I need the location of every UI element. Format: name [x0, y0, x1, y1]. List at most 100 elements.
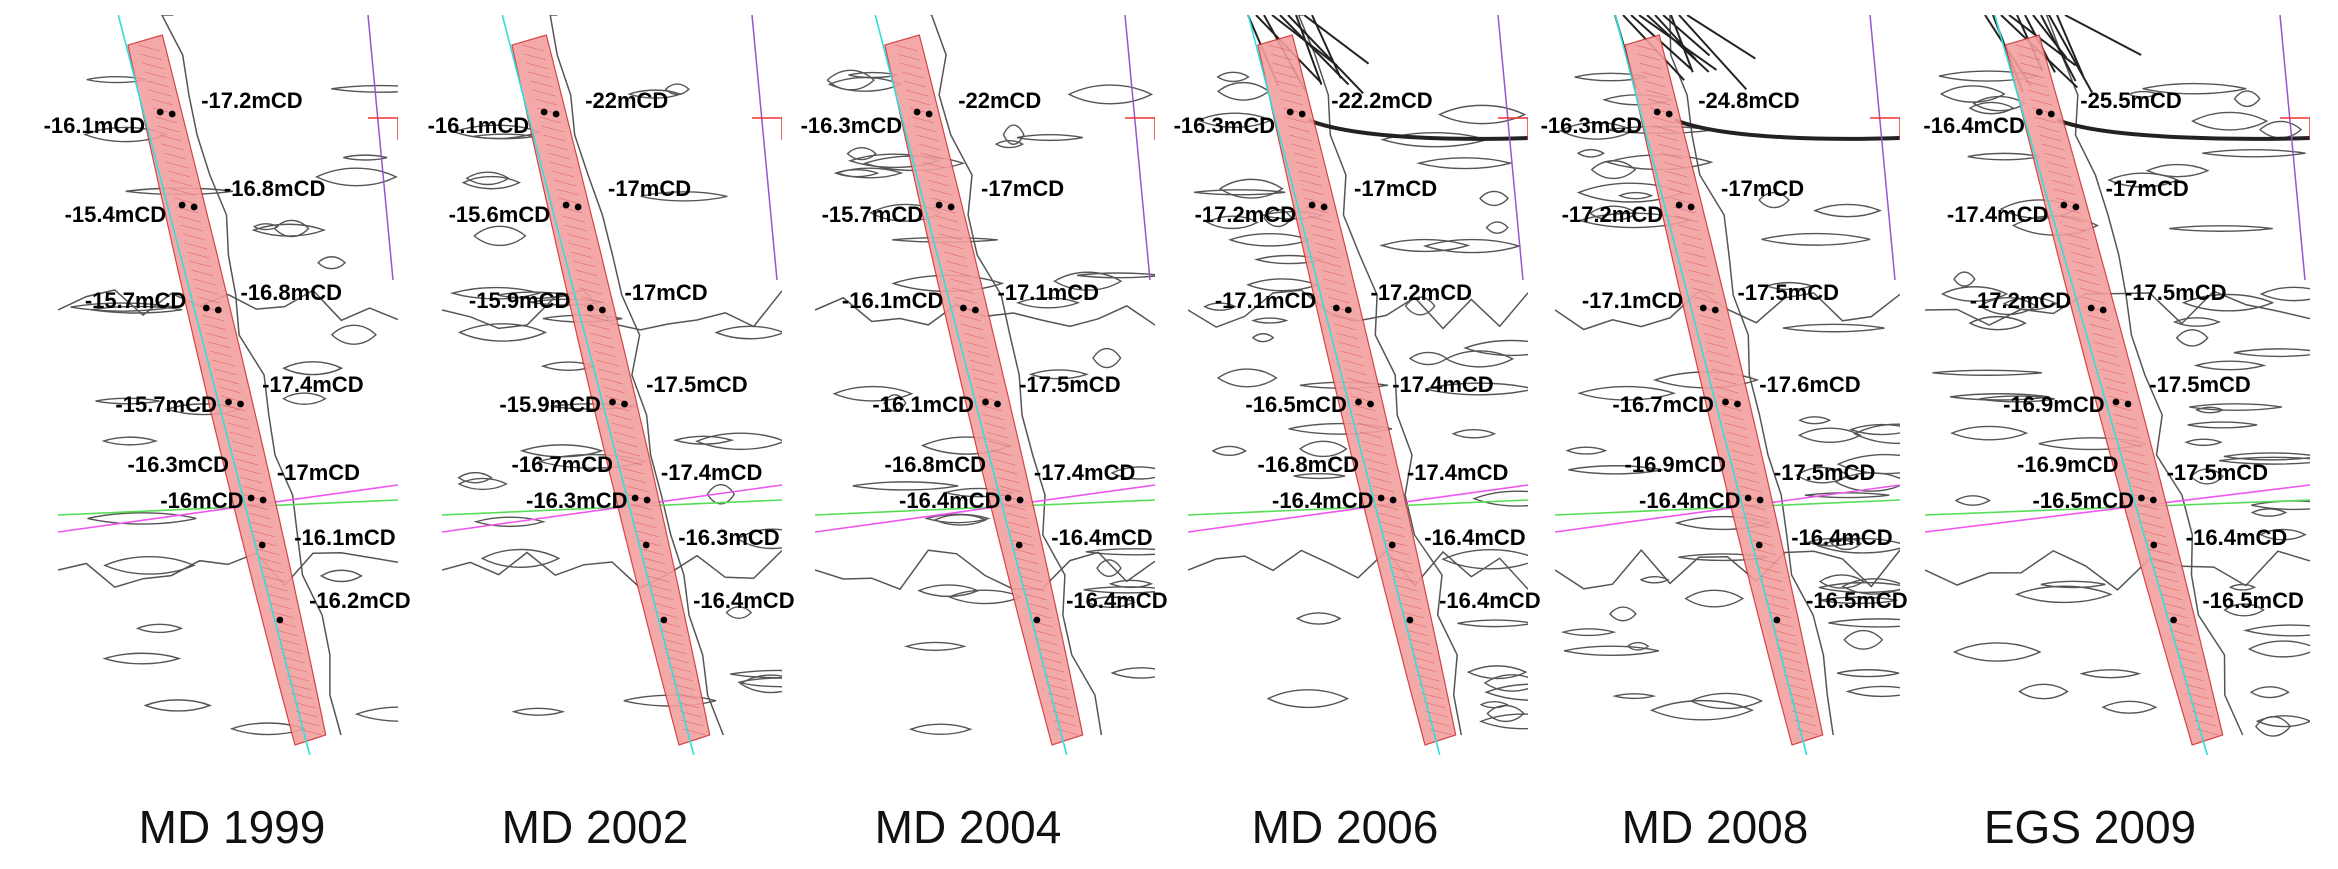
sounding-point [190, 203, 198, 211]
depth-label: -16.9mCD [2017, 452, 2118, 477]
sounding-point [1367, 400, 1374, 408]
sounding-point [1355, 398, 1362, 406]
depth-label: -17.2mCD [201, 88, 302, 113]
depth-label: -17.6mCD [1759, 372, 1860, 397]
depth-label: -16.1mCD [428, 113, 529, 138]
survey-panel-1: -17.2mCD -16.1mCD -16.8mCD -15.4mCD -16.8mCD… [44, 15, 411, 755]
depth-label: -16.3mCD [678, 525, 779, 550]
sounding-point [2170, 616, 2178, 624]
sounding-point [1675, 201, 1683, 209]
sounding-point [178, 201, 186, 209]
depth-label: -17mCD [1354, 176, 1437, 201]
depth-label: -17.2mCD [1371, 280, 1472, 305]
sounding-point [2138, 494, 2145, 502]
sounding-point [2087, 304, 2095, 312]
sounding-point [202, 304, 210, 312]
depth-label: -17.5mCD [2149, 372, 2250, 397]
survey-panel-4: -22.2mCD -16.3mCD -17mCD -17.2mCD -17.2mCD -1… [1174, 15, 1541, 755]
sounding-point [947, 203, 955, 211]
depth-label: -16.3mCD [1174, 113, 1275, 138]
sounding-point [1033, 616, 1041, 624]
sounding-point [258, 541, 266, 549]
sounding-point [2150, 496, 2157, 504]
sounding-point [587, 304, 594, 312]
sounding-point [1711, 306, 1719, 314]
sounding-point [1665, 110, 1673, 118]
dredged-channel [884, 34, 1084, 746]
depth-label: -16.4mCD [899, 488, 1000, 513]
sounding-point [1755, 541, 1763, 549]
depth-label: -16.3mCD [128, 452, 229, 477]
sounding-point [913, 108, 921, 116]
depth-label: -17mCD [2106, 176, 2189, 201]
depth-label: -22.2mCD [1331, 88, 1432, 113]
depth-label: -15.7mCD [115, 392, 216, 417]
sounding-point [1699, 304, 1707, 312]
depth-label: -16.8mCD [1258, 452, 1359, 477]
depth-label: -17.4mCD [262, 372, 363, 397]
dredged-channel [2004, 34, 2224, 746]
depth-label: -16.5mCD [2202, 588, 2303, 613]
panel-contours [1188, 15, 1528, 755]
depth-label: -16.9mCD [1625, 452, 1726, 477]
sounding-point [621, 400, 628, 408]
sounding-point [259, 496, 267, 504]
depth-label: -16.1mCD [842, 288, 943, 313]
sounding-point [276, 616, 284, 624]
depth-label: -17.4mCD [1034, 460, 1135, 485]
sounding-point [552, 110, 560, 118]
sounding-point [1756, 496, 1764, 504]
sounding-point [225, 398, 232, 406]
sounding-point [2124, 400, 2132, 408]
depth-label: -16.1mCD [872, 392, 973, 417]
depth-label: -16.5mCD [2033, 488, 2134, 513]
depth-label: -16.9mCD [2003, 392, 2104, 417]
sounding-point [1722, 398, 1729, 406]
depth-label: -15.4mCD [65, 202, 166, 227]
depth-label: -16.4mCD [1066, 588, 1167, 613]
depth-label: -16mCD [160, 488, 243, 513]
depth-label: -17.5mCD [1774, 460, 1875, 485]
depth-label: -16.4mCD [2186, 525, 2287, 550]
sounding-point [2060, 201, 2068, 209]
depth-label: -16.7mCD [1612, 392, 1713, 417]
sounding-point [156, 108, 164, 116]
dredged-channel [127, 34, 327, 746]
sounding-point [1389, 496, 1397, 504]
panel-contours [815, 15, 1155, 755]
depth-label: -17mCD [625, 280, 708, 305]
sounding-point [925, 110, 933, 118]
depth-label: -17.2mCD [1562, 202, 1663, 227]
sounding-point [1004, 494, 1012, 502]
sounding-point [1308, 201, 1316, 209]
depth-label: -17.2mCD [1195, 202, 1296, 227]
sounding-point [2150, 541, 2158, 549]
sounding-point [1377, 494, 1385, 502]
depth-label: -16.4mCD [1439, 588, 1540, 613]
depth-label: -15.6mCD [449, 202, 550, 227]
caption-md-2008: MD 2008 [1621, 801, 1809, 853]
depth-label: -16.4mCD [1923, 113, 2024, 138]
depth-label: -16.4mCD [1424, 525, 1525, 550]
sounding-point [935, 201, 943, 209]
depth-label: -16.4mCD [1051, 525, 1152, 550]
sounding-point [1744, 494, 1752, 502]
depth-label: -17.1mCD [1582, 288, 1683, 313]
sounding-point [168, 110, 176, 118]
sounding-point [1320, 203, 1328, 211]
sounding-point [1734, 400, 1741, 408]
sounding-point [994, 400, 1001, 408]
panel-contours [1555, 15, 1900, 755]
sounding-point [214, 306, 222, 314]
sounding-point [1015, 541, 1023, 549]
depth-label: -22mCD [958, 88, 1041, 113]
depth-label: -16.7mCD [512, 452, 613, 477]
depth-label: -16.3mCD [526, 488, 627, 513]
sounding-point [237, 400, 244, 408]
depth-label: -16.3mCD [1541, 113, 1642, 138]
caption-md-1999: MD 1999 [138, 801, 326, 853]
depth-label: -17mCD [981, 176, 1064, 201]
sounding-point [1653, 108, 1661, 116]
